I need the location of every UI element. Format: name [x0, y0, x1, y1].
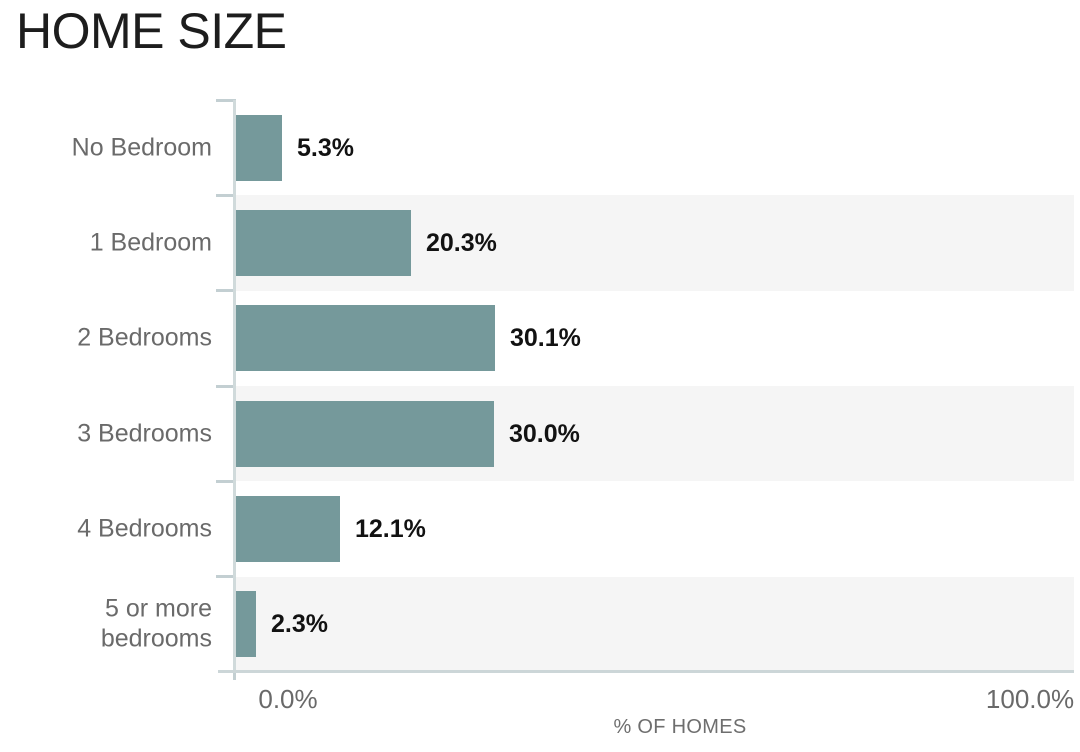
bar-value-label: 30.0%	[509, 419, 580, 448]
category-label: 1 Bedroom	[89, 228, 212, 257]
bar-3-bedrooms[interactable]	[236, 400, 494, 467]
category-label: 5 or more bedrooms	[100, 594, 212, 653]
bar-4-bedrooms[interactable]	[236, 496, 340, 562]
category-label: 3 Bedrooms	[77, 418, 212, 447]
bar-no-bedroom[interactable]	[236, 114, 282, 181]
y-axis-tick	[216, 98, 236, 102]
y-axis-line	[233, 100, 236, 672]
x-axis-title: % OF HOMES	[613, 716, 747, 738]
y-axis-tick	[216, 193, 236, 197]
x-axis-tick-label-min: 0.0%	[258, 684, 318, 714]
bar-value-label: 20.3%	[426, 229, 497, 257]
x-axis-tick-label-max: 100.0%	[985, 684, 1075, 714]
y-axis-tick	[216, 289, 236, 293]
category-label: No Bedroom	[71, 132, 212, 161]
y-axis-tick	[216, 479, 236, 483]
bar-1-bedroom[interactable]	[236, 210, 411, 276]
row-band	[236, 576, 1074, 672]
category-label: 4 Bedrooms	[77, 514, 212, 543]
x-axis-zero-tick	[233, 673, 236, 680]
y-axis-tick	[216, 575, 236, 579]
bar-2-bedrooms[interactable]	[236, 305, 495, 372]
category-label: 2 Bedrooms	[77, 323, 212, 352]
y-axis-tick	[216, 384, 236, 388]
bar-value-label: 2.3%	[271, 610, 328, 639]
bar-value-label: 12.1%	[355, 515, 426, 543]
chart-title: HOME SIZE	[16, 3, 287, 59]
bar-5-or-more-bedrooms[interactable]	[236, 591, 256, 658]
bar-value-label: 30.1%	[510, 324, 581, 353]
x-axis-line	[218, 670, 1074, 673]
bar-value-label: 5.3%	[297, 133, 354, 162]
